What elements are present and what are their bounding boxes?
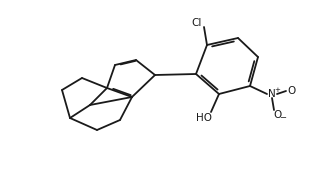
Text: O: O: [287, 86, 295, 96]
Text: HO: HO: [196, 113, 212, 123]
Text: O: O: [273, 110, 281, 120]
Text: +: +: [274, 87, 280, 93]
Text: −: −: [279, 114, 286, 123]
Text: N: N: [268, 89, 276, 99]
Text: Cl: Cl: [192, 18, 202, 28]
